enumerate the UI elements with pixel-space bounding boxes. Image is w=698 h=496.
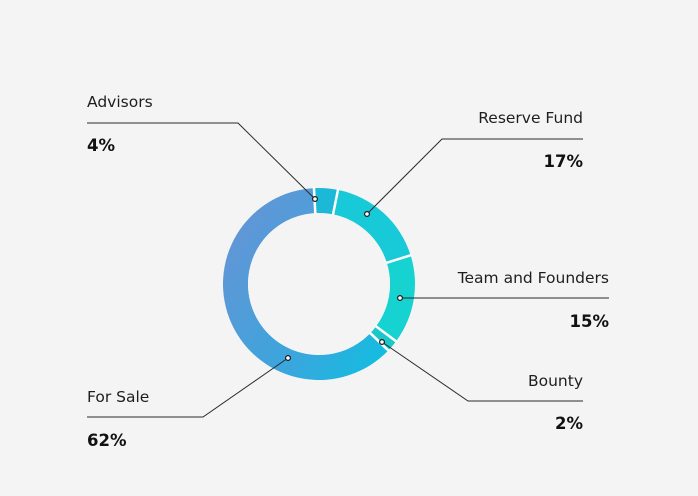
leader-line-bounty — [381, 341, 583, 402]
slice-separator — [331, 188, 340, 216]
leader-dot-for-sale — [285, 355, 292, 362]
value-label-for-sale: 62% — [87, 431, 127, 450]
label-bounty: Bounty — [528, 372, 583, 390]
value-label-bounty: 2% — [555, 414, 583, 433]
leader-dot-team-and-founders — [397, 295, 404, 302]
slice-advisors — [313, 188, 338, 215]
leader-dot-reserve-fund — [364, 211, 371, 218]
slice-separator — [385, 253, 412, 265]
value-label-advisors: 4% — [87, 136, 115, 155]
label-for-sale: For Sale — [87, 388, 149, 406]
value-label-reserve-fund: 17% — [544, 152, 584, 171]
leader-line-for-sale — [87, 357, 289, 418]
label-advisors: Advisors — [87, 93, 153, 111]
donut-hole — [248, 213, 390, 355]
slice-reserve-fund — [333, 189, 411, 263]
label-reserve-fund: Reserve Fund — [478, 109, 583, 127]
slice-bounty — [370, 326, 397, 351]
slice-separator — [374, 324, 398, 343]
label-team-and-founders: Team and Founders — [457, 269, 609, 287]
slice-for-sale — [222, 188, 389, 381]
leader-line-reserve-fund — [366, 138, 583, 215]
leader-dot-advisors — [312, 196, 319, 203]
value-label-team-and-founders: 15% — [570, 312, 610, 331]
leader-line-advisors — [87, 122, 316, 200]
leader-dot-bounty — [379, 339, 386, 346]
slice-team-and-founders — [376, 255, 416, 342]
